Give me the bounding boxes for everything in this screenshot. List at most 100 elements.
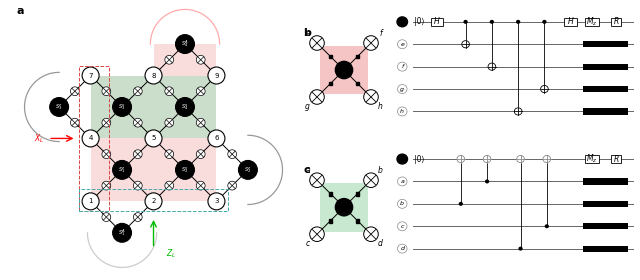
Circle shape: [133, 150, 142, 158]
Text: e: e: [401, 42, 404, 47]
Circle shape: [82, 67, 99, 84]
Circle shape: [165, 55, 173, 64]
Circle shape: [310, 173, 324, 188]
Circle shape: [397, 40, 407, 49]
Text: c: c: [305, 239, 310, 248]
Bar: [136, 152, 140, 156]
Text: f: f: [401, 64, 403, 69]
Circle shape: [165, 181, 173, 190]
Text: $S_2^x$: $S_2^x$: [181, 165, 189, 175]
Circle shape: [485, 179, 489, 183]
Bar: [104, 89, 109, 94]
Text: 4: 4: [88, 136, 93, 141]
Circle shape: [541, 85, 548, 93]
Circle shape: [397, 199, 407, 208]
Text: $S_4^x$: $S_4^x$: [181, 102, 189, 112]
Text: b: b: [303, 28, 312, 38]
Circle shape: [364, 36, 378, 50]
Text: 3: 3: [214, 198, 219, 204]
Circle shape: [102, 150, 111, 158]
Bar: [136, 89, 140, 94]
Circle shape: [364, 227, 378, 241]
Bar: [320, 183, 368, 232]
Circle shape: [310, 36, 324, 50]
Text: H: H: [434, 17, 440, 26]
Bar: [230, 152, 234, 156]
Circle shape: [165, 87, 173, 96]
Text: R: R: [614, 17, 619, 26]
Bar: [328, 192, 332, 196]
Bar: [356, 55, 360, 59]
Circle shape: [335, 61, 353, 79]
Circle shape: [102, 213, 111, 221]
Circle shape: [516, 155, 524, 163]
Circle shape: [397, 17, 408, 27]
Text: $M_z$: $M_z$: [586, 153, 598, 165]
Circle shape: [82, 193, 99, 210]
Bar: [198, 152, 203, 156]
Circle shape: [133, 213, 142, 221]
Circle shape: [397, 62, 407, 71]
Bar: [586, 18, 599, 26]
Bar: [167, 183, 172, 188]
Circle shape: [133, 87, 142, 96]
Text: h: h: [400, 109, 404, 114]
Bar: [167, 58, 172, 62]
Text: $S_1^z$: $S_1^z$: [118, 165, 126, 175]
Text: R: R: [614, 155, 619, 164]
Bar: [320, 46, 368, 94]
Circle shape: [196, 181, 205, 190]
Circle shape: [50, 97, 68, 116]
Text: g: g: [305, 102, 310, 111]
Circle shape: [102, 118, 111, 127]
Bar: [136, 120, 140, 125]
Text: $S_2^z$: $S_2^z$: [244, 165, 252, 175]
Bar: [136, 215, 140, 219]
Circle shape: [397, 177, 407, 186]
Circle shape: [208, 193, 225, 210]
Text: |0⟩: |0⟩: [414, 17, 425, 26]
Text: $S_3^x$: $S_3^x$: [118, 102, 126, 112]
Text: c: c: [303, 165, 310, 175]
Text: 6: 6: [214, 136, 219, 141]
Text: $Z_L$: $Z_L$: [166, 247, 176, 260]
Text: 5: 5: [151, 136, 156, 141]
Bar: [230, 183, 234, 188]
Circle shape: [102, 181, 111, 190]
Text: d: d: [378, 239, 383, 248]
Circle shape: [208, 130, 225, 147]
Bar: [611, 155, 621, 163]
Circle shape: [133, 181, 142, 190]
Circle shape: [113, 223, 131, 242]
Bar: [582, 41, 628, 47]
Circle shape: [175, 97, 195, 116]
Bar: [582, 64, 628, 70]
Text: |0⟩: |0⟩: [414, 155, 425, 164]
Circle shape: [461, 41, 469, 48]
Bar: [167, 120, 172, 125]
Circle shape: [113, 97, 131, 116]
Circle shape: [543, 155, 550, 163]
Circle shape: [397, 107, 407, 116]
Bar: [611, 18, 621, 26]
Bar: [91, 76, 154, 138]
Circle shape: [196, 150, 205, 158]
Text: b: b: [378, 166, 383, 175]
Text: $S_4^A$: $S_4^A$: [181, 39, 189, 50]
Circle shape: [196, 118, 205, 127]
Bar: [356, 219, 360, 223]
Text: $S_1^A$: $S_1^A$: [118, 227, 126, 238]
Bar: [582, 178, 628, 185]
Bar: [104, 120, 109, 125]
Circle shape: [483, 155, 491, 163]
Text: H: H: [568, 17, 573, 26]
Bar: [104, 183, 109, 188]
Circle shape: [70, 87, 79, 96]
Bar: [154, 76, 216, 138]
Text: $X_L$: $X_L$: [33, 132, 44, 145]
Bar: [356, 81, 360, 85]
Bar: [328, 81, 332, 85]
Bar: [198, 58, 203, 62]
Text: d: d: [400, 246, 404, 251]
Bar: [582, 246, 628, 252]
